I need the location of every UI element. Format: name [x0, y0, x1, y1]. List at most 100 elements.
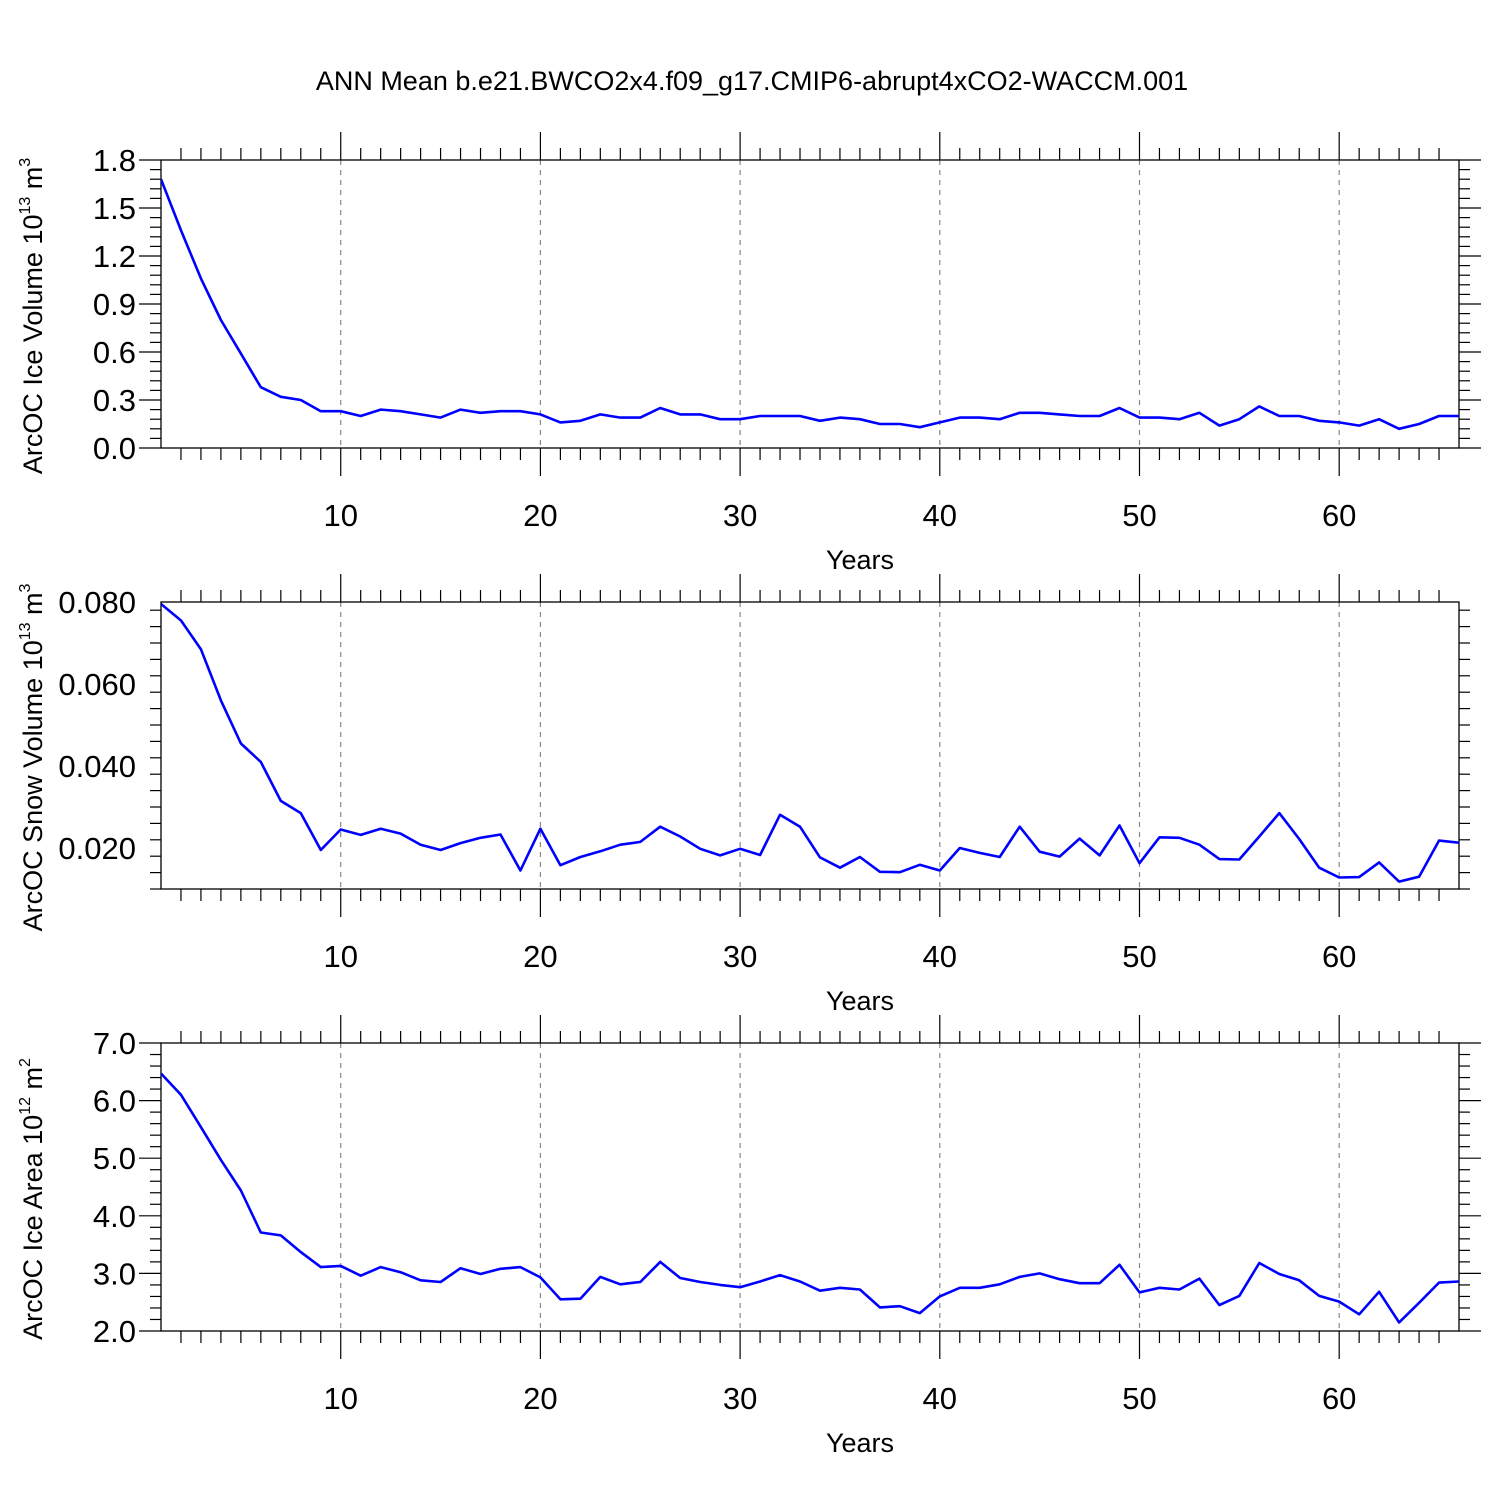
data-point [498, 832, 503, 837]
data-point [638, 839, 643, 844]
x-tick-label: 30 [723, 1381, 757, 1416]
data-point [1017, 1274, 1022, 1279]
data-point [1297, 413, 1302, 418]
x-tick-label: 10 [323, 939, 357, 974]
data-point [777, 413, 782, 418]
y-axis-label-exponent: 13 [17, 622, 34, 640]
data-point [538, 826, 543, 831]
data-point [618, 1282, 623, 1287]
data-point [1197, 1276, 1202, 1281]
y-axis-label-unit: m [18, 1067, 48, 1097]
data-point [658, 824, 663, 829]
data-point [458, 1266, 463, 1271]
data-point [1317, 1293, 1322, 1298]
data-point [1157, 415, 1162, 420]
data-point [478, 410, 483, 415]
data-point [178, 618, 183, 623]
data-point [638, 415, 643, 420]
data-point [1456, 840, 1461, 845]
data-point [258, 385, 263, 390]
data-point [1137, 415, 1142, 420]
data-point [1017, 410, 1022, 415]
y-axis-label-unit-exponent: 3 [17, 158, 34, 167]
x-tick-label: 40 [923, 498, 957, 533]
data-point [438, 847, 443, 852]
data-point [618, 842, 623, 847]
x-tick-label: 50 [1122, 498, 1156, 533]
data-point [278, 798, 283, 803]
data-point [957, 845, 962, 850]
data-point [1157, 1285, 1162, 1290]
data-point [158, 601, 163, 606]
data-point [578, 854, 583, 859]
data-point [238, 1188, 243, 1193]
data-point [977, 850, 982, 855]
data-point [738, 846, 743, 851]
data-point [298, 811, 303, 816]
data-point [1277, 811, 1282, 816]
figure-title: ANN Mean b.e21.BWCO2x4.f09_g17.CMIP6-abr… [316, 66, 1188, 96]
data-point [1377, 860, 1382, 865]
data-point [178, 228, 183, 233]
data-point [1217, 1302, 1222, 1307]
data-point [718, 1282, 723, 1287]
data-point [857, 1287, 862, 1292]
data-point [158, 1071, 163, 1076]
data-point [378, 1264, 383, 1269]
data-point [258, 1230, 263, 1235]
data-point [278, 394, 283, 399]
y-tick-label: 4.0 [93, 1199, 136, 1234]
y-tick-label: 0.020 [58, 831, 136, 866]
data-point [1057, 1277, 1062, 1282]
data-point [1357, 1312, 1362, 1317]
data-point [538, 412, 543, 417]
data-point [957, 415, 962, 420]
data-point [997, 417, 1002, 422]
data-point [698, 1279, 703, 1284]
panel-3: 10 20 30 40 50 60 2.0 3.0 4.0 5.0 6.0 7.0 Years ArcOC… [17, 1015, 1481, 1458]
data-point [1097, 1281, 1102, 1286]
x-axis-label: Years [826, 986, 894, 1016]
data-point [678, 1275, 683, 1280]
data-point [1177, 835, 1182, 840]
data-point [398, 831, 403, 836]
data-point [797, 1279, 802, 1284]
data-point [1117, 405, 1122, 410]
y-axis-label-unit-exponent: 2 [17, 1058, 34, 1067]
data-point [937, 868, 942, 873]
data-point [1177, 417, 1182, 422]
data-point [837, 1285, 842, 1290]
data-point [1436, 1280, 1441, 1285]
data-point [1257, 404, 1262, 409]
data-point [198, 647, 203, 652]
data-point [178, 1092, 183, 1097]
y-axis-label-exponent: 12 [17, 1097, 34, 1115]
data-point [218, 317, 223, 322]
data-point [1077, 836, 1082, 841]
y-tick-label: 0.6 [93, 335, 136, 370]
data-point [1037, 849, 1042, 854]
x-tick-label: 60 [1322, 1381, 1356, 1416]
data-point [1137, 861, 1142, 866]
data-point [1396, 879, 1401, 884]
data-point [498, 1266, 503, 1271]
data-point [917, 1311, 922, 1316]
data-point [698, 412, 703, 417]
data-point [478, 835, 483, 840]
data-point [218, 698, 223, 703]
data-point [1237, 417, 1242, 422]
x-tick-label: 10 [323, 498, 357, 533]
data-point [897, 421, 902, 426]
data-point [538, 1275, 543, 1280]
x-tick-label: 20 [523, 1381, 557, 1416]
data-point [1257, 1260, 1262, 1265]
data-point [857, 854, 862, 859]
data-point [558, 863, 563, 868]
data-point [1297, 1278, 1302, 1283]
data-point [318, 1264, 323, 1269]
data-point [558, 420, 563, 425]
x-axis-label: Years [826, 545, 894, 575]
x-axis-label: Years [826, 1428, 894, 1458]
data-point [1436, 413, 1441, 418]
y-tick-label: 5.0 [93, 1141, 136, 1176]
